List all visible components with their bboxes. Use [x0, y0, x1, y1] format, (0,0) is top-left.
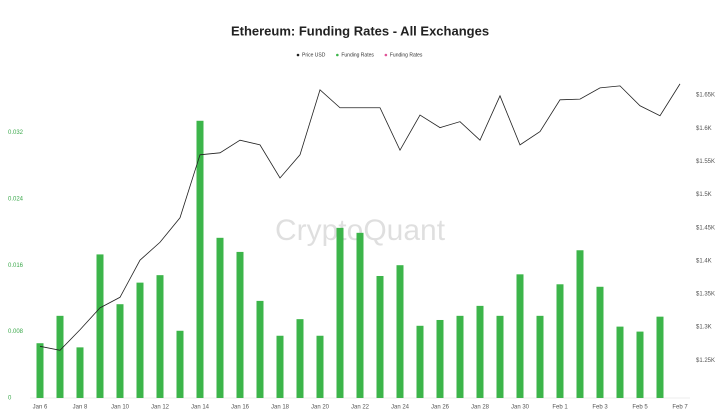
- price-line: [39, 83, 681, 351]
- y-tick-label: 0.008: [8, 329, 24, 335]
- bar: [556, 284, 564, 398]
- chart-title: Ethereum: Funding Rates - All Exchanges: [231, 23, 489, 38]
- legend-label: Funding Rates: [341, 52, 374, 58]
- x-tick-label: Jan 14: [191, 405, 210, 411]
- bar: [36, 343, 44, 398]
- y2-tick-label: $1.55K: [696, 159, 715, 165]
- bar: [476, 305, 484, 398]
- y-tick-label: 0: [8, 396, 12, 402]
- y-tick-label: 0.032: [8, 130, 24, 136]
- legend-marker: [336, 53, 339, 57]
- bar: [576, 250, 584, 398]
- y2-tick-label: $1.35K: [696, 292, 715, 298]
- bar: [356, 232, 364, 398]
- bar: [336, 227, 344, 398]
- legend-marker: [384, 53, 388, 57]
- bar: [436, 319, 444, 398]
- bar: [456, 315, 464, 398]
- bar: [396, 265, 404, 398]
- bar: [636, 331, 644, 398]
- bar: [96, 254, 104, 398]
- bar: [196, 120, 204, 398]
- legend-label: Funding Rates: [390, 52, 423, 58]
- bar: [316, 335, 324, 398]
- x-tick-label: Feb 7: [672, 405, 688, 411]
- x-tick-label: Feb 1: [552, 405, 568, 411]
- x-tick-label: Feb 3: [592, 405, 608, 411]
- x-tick-label: Jan 16: [231, 405, 250, 411]
- bar: [216, 237, 224, 398]
- y2-tick-label: $1.5K: [696, 192, 712, 198]
- bar: [156, 275, 164, 398]
- x-tick-label: Jan 8: [73, 405, 88, 411]
- bar: [76, 347, 84, 398]
- y2-tick-label: $1.45K: [696, 225, 715, 231]
- x-tick-label: Jan 12: [151, 405, 170, 411]
- bar: [136, 282, 144, 398]
- bar: [116, 304, 124, 398]
- bar: [376, 275, 384, 398]
- bar: [236, 251, 244, 398]
- bar: [296, 319, 304, 398]
- x-tick-label: Jan 22: [351, 405, 370, 411]
- y2-tick-label: $1.3K: [696, 325, 712, 331]
- legend-marker: [296, 53, 300, 57]
- bar: [536, 315, 544, 398]
- x-tick-label: Jan 24: [391, 405, 410, 411]
- x-tick-label: Jan 10: [111, 405, 130, 411]
- bar: [516, 274, 524, 398]
- x-tick-label: Jan 26: [431, 405, 450, 411]
- x-tick-label: Jan 30: [511, 405, 530, 411]
- bar: [256, 300, 264, 398]
- y-tick-label: 0.016: [8, 263, 24, 269]
- y2-tick-label: $1.6K: [696, 126, 712, 132]
- y2-tick-label: $1.4K: [696, 258, 712, 264]
- bar: [596, 286, 604, 398]
- bar: [56, 315, 64, 398]
- legend-label: Price USD: [302, 52, 326, 58]
- y2-tick-label: $1.25K: [696, 358, 715, 364]
- bar: [656, 316, 664, 398]
- y2-tick-label: $1.65K: [696, 93, 715, 99]
- x-tick-label: Feb 5: [632, 405, 648, 411]
- bar: [616, 326, 624, 398]
- bar: [276, 335, 284, 398]
- x-tick-label: Jan 6: [33, 405, 48, 411]
- bar: [416, 325, 424, 398]
- bar: [496, 315, 504, 398]
- y-tick-label: 0.024: [8, 196, 24, 202]
- x-tick-label: Jan 20: [311, 405, 330, 411]
- bar: [176, 330, 184, 398]
- x-tick-label: Jan 18: [271, 405, 290, 411]
- x-tick-label: Jan 28: [471, 405, 490, 411]
